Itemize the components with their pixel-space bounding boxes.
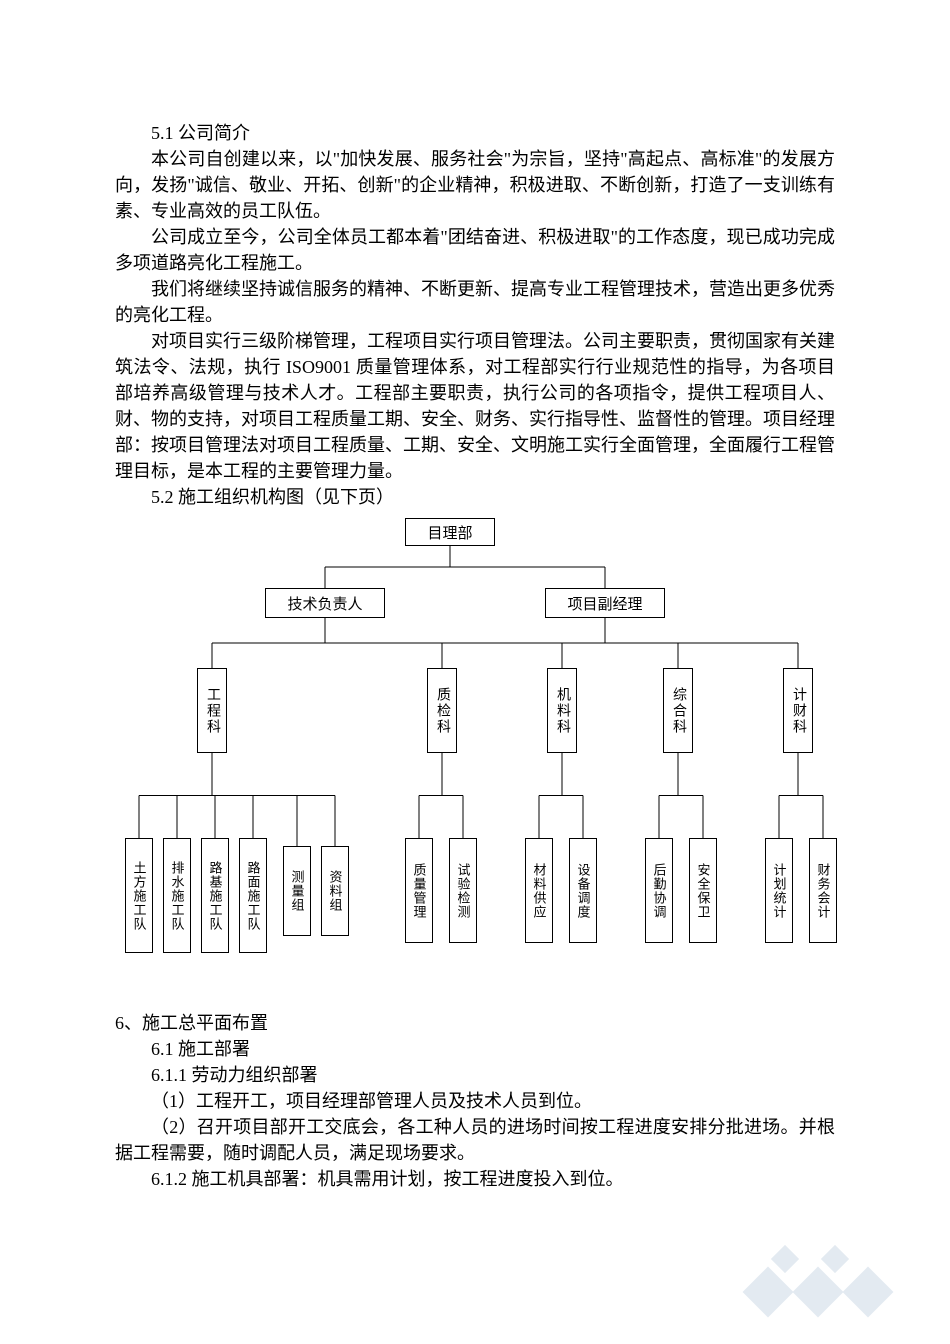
org-leaf-6: 质量管理 — [405, 838, 433, 943]
org-leaf-11: 安全保卫 — [689, 838, 717, 943]
heading-5-2: 5.2 施工组织机构图（见下页） — [115, 484, 835, 510]
heading-6: 6、施工总平面布置 — [115, 1010, 835, 1036]
paragraph-1: 本公司自创建以来，以"加快发展、服务社会"为宗旨，坚持"高起点、高标准"的发展方… — [115, 146, 835, 224]
section-6: 6、施工总平面布置 6.1 施工部署 6.1.1 劳动力组织部署 （1）工程开工… — [115, 1010, 835, 1192]
heading-6-1-1: 6.1.1 劳动力组织部署 — [115, 1062, 835, 1088]
org-leaf-12: 计划统计 — [765, 838, 793, 943]
heading-5-1: 5.1 公司简介 — [115, 120, 835, 146]
org-dept-1: 质检科 — [427, 668, 457, 753]
org-leaf-5: 资料组 — [321, 846, 349, 936]
org-dept-4: 计财科 — [783, 668, 813, 753]
org-leaf-1: 排水施工队 — [163, 838, 191, 953]
org-leaf-0: 土方施工队 — [125, 838, 153, 953]
org-chart: 目理部技术负责人 项目副经理工程科 质检科 机料科 综合科 计财科土方施工队排水施工队路基… — [115, 518, 835, 998]
paragraph-4: 对项目实行三级阶梯管理，工程项目实行项目管理法。公司主要职责，贯彻国家有关建筑法… — [115, 328, 835, 484]
item-6-1-1-2: （2）召开项目部开工交底会，各工种人员的进场时间按工程进度安排分批进场。并根据工… — [115, 1114, 835, 1166]
text-content: 5.1 公司简介 本公司自创建以来，以"加快发展、服务社会"为宗旨，坚持"高起点… — [115, 120, 835, 510]
org-level2-0: 技术负责人 — [265, 588, 385, 618]
heading-6-1: 6.1 施工部署 — [115, 1036, 835, 1062]
org-leaf-13: 财务会计 — [809, 838, 837, 943]
org-leaf-9: 设备调度 — [569, 838, 597, 943]
org-leaf-10: 后勤协调 — [645, 838, 673, 943]
org-leaf-4: 测量组 — [283, 846, 311, 936]
org-dept-0: 工程科 — [197, 668, 227, 753]
watermark — [730, 1244, 890, 1324]
org-leaf-2: 路基施工队 — [201, 838, 229, 953]
org-dept-3: 综合科 — [663, 668, 693, 753]
org-leaf-7: 试验检测 — [449, 838, 477, 943]
org-level2-1: 项目副经理 — [545, 588, 665, 618]
paragraph-3: 我们将继续坚持诚信服务的精神、不断更新、提高专业工程管理技术，营造出更多优秀的亮… — [115, 276, 835, 328]
org-root: 目理部 — [405, 518, 495, 546]
item-6-1-1-1: （1）工程开工，项目经理部管理人员及技术人员到位。 — [115, 1088, 835, 1114]
org-leaf-8: 材料供应 — [525, 838, 553, 943]
paragraph-2: 公司成立至今，公司全体员工都本着"团结奋进、积极进取"的工作态度，现已成功完成多… — [115, 224, 835, 276]
org-dept-2: 机料科 — [547, 668, 577, 753]
org-leaf-3: 路面施工队 — [239, 838, 267, 953]
heading-6-1-2: 6.1.2 施工机具部署：机具需用计划，按工程进度投入到位。 — [115, 1166, 835, 1192]
